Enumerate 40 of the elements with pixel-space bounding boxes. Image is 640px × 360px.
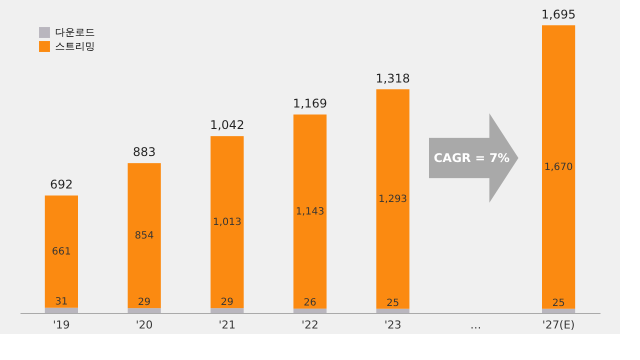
data-label: 1,670 bbox=[544, 162, 573, 174]
bar bbox=[210, 308, 244, 313]
total-label: 1,695 bbox=[541, 7, 576, 22]
data-label: 661 bbox=[52, 246, 71, 258]
data-label: 29 bbox=[138, 297, 151, 308]
data-label: 31 bbox=[55, 296, 68, 308]
bar bbox=[376, 308, 410, 313]
data-label: 1,013 bbox=[212, 217, 242, 228]
x-tick-label: '27(E) bbox=[542, 318, 575, 332]
bar bbox=[542, 25, 576, 309]
total-label: 692 bbox=[50, 178, 73, 192]
bar bbox=[128, 163, 161, 308]
data-label: 1,293 bbox=[378, 194, 408, 206]
bar bbox=[210, 136, 244, 308]
bar bbox=[293, 114, 327, 309]
bar bbox=[542, 308, 576, 313]
total-label: 1,042 bbox=[210, 118, 244, 132]
x-tick-label: '22 bbox=[301, 318, 319, 332]
bar bbox=[128, 308, 161, 313]
data-label: 25 bbox=[552, 298, 565, 309]
total-label: 1,318 bbox=[376, 71, 410, 86]
total-label: 1,169 bbox=[292, 96, 328, 111]
data-label: 29 bbox=[220, 297, 234, 308]
data-label: 26 bbox=[304, 298, 316, 309]
x-tick-label: … bbox=[470, 318, 482, 332]
x-tick-label: '19 bbox=[52, 318, 70, 332]
annotation: CAGR = 7% bbox=[434, 151, 510, 165]
total-label: 883 bbox=[132, 145, 156, 160]
x-tick-label: '20 bbox=[136, 318, 153, 332]
legend-label: 다운로드 bbox=[55, 28, 95, 38]
data-label: 1,143 bbox=[296, 206, 324, 218]
x-tick-label: '23 bbox=[384, 318, 402, 332]
data-label: 854 bbox=[134, 230, 154, 242]
x-tick-label: '21 bbox=[218, 318, 236, 332]
bar bbox=[44, 196, 78, 308]
legend-label: 스트리밍 bbox=[55, 42, 95, 52]
bar bbox=[376, 89, 410, 309]
bar bbox=[44, 308, 78, 313]
bar bbox=[293, 308, 327, 313]
data-label: 25 bbox=[386, 298, 400, 309]
